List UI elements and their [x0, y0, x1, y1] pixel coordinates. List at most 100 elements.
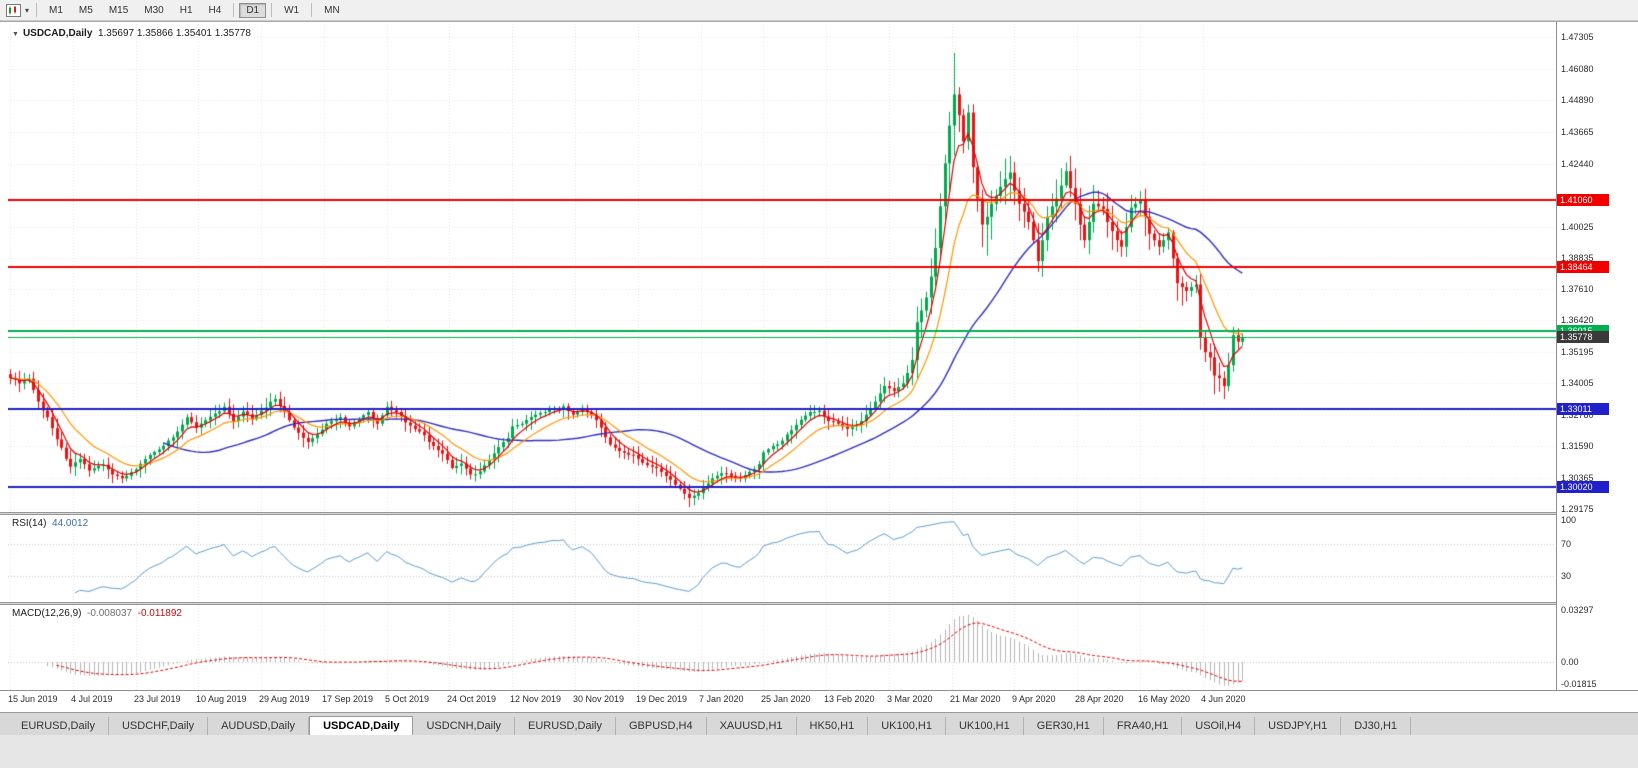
date-axis-label: 13 Feb 2020: [824, 694, 875, 704]
timeframe-toolbar: M1 M5 M15 M30 H1 H4 D1 W1 MN: [41, 2, 348, 18]
date-axis-label: 23 Jul 2019: [134, 694, 181, 704]
price-axis-label: 1.35195: [1561, 347, 1594, 357]
panel-splitter[interactable]: [0, 602, 1638, 605]
timeframe-button-w1[interactable]: W1: [284, 4, 300, 16]
chart-tab-bar: EURUSD,Daily USDCHF,Daily AUDUSD,Daily USDC…: [0, 712, 1638, 735]
rsi-axis-label: 30: [1561, 571, 1572, 581]
date-axis-label: 28 Apr 2020: [1075, 694, 1124, 704]
price-axis-label: 1.47305: [1561, 32, 1594, 42]
price-axis-label: 1.38835: [1561, 253, 1594, 263]
toolbar-separator: [233, 3, 235, 17]
tab-uk100-h1[interactable]: UK100,H1: [868, 717, 946, 735]
macd-label: MACD(12,26,9): [12, 608, 82, 619]
price-axis-label: 1.42440: [1561, 159, 1594, 169]
price-axis-label: 1.37610: [1561, 284, 1594, 294]
price-axis-label: 1.46080: [1561, 64, 1594, 74]
rsi-axis-label: 70: [1561, 539, 1572, 549]
price-line-tag: 1.38464: [1557, 261, 1609, 273]
tab-usdcad-daily[interactable]: USDCAD,Daily: [309, 716, 414, 735]
date-axis-label: 16 May 2020: [1138, 694, 1191, 704]
macd-main-value: -0.008037: [87, 608, 133, 619]
main-chart-canvas[interactable]: [8, 24, 1556, 512]
timeframe-button-m5[interactable]: M5: [78, 4, 93, 16]
price-line-tag: 1.41060: [1557, 194, 1609, 206]
date-axis-label: 25 Jan 2020: [761, 694, 811, 704]
macd-header: MACD(12,26,9) -0.008037 -0.011892: [12, 608, 182, 619]
price-axis[interactable]: [1556, 22, 1638, 690]
status-area: [0, 735, 1638, 768]
tab-audusd-daily[interactable]: AUDUSD,Daily: [208, 717, 310, 735]
tab-eurusd-daily[interactable]: EURUSD,Daily: [8, 717, 109, 735]
timeframe-button-m15[interactable]: M15: [108, 4, 129, 16]
toolbar-separator: [311, 3, 313, 17]
date-axis-label: 29 Aug 2019: [259, 694, 310, 704]
price-axis-label: 1.29175: [1561, 504, 1594, 514]
tab-usdjpy-h1[interactable]: USDJPY,H1: [1255, 717, 1342, 735]
date-axis-label: 30 Nov 2019: [573, 694, 625, 704]
rsi-panel-canvas[interactable]: [8, 515, 1556, 602]
toolbar-separator: [271, 3, 273, 17]
tab-uk100-h1[interactable]: UK100,H1: [945, 717, 1024, 735]
chart-window: ▼ USDCAD,Daily 1.35697 1.35866 1.35401 1.…: [0, 21, 1638, 712]
date-axis-label: 19 Dec 2019: [636, 694, 688, 704]
collapse-arrow-icon[interactable]: ▼: [12, 31, 19, 38]
price-axis-label: 1.30365: [1561, 473, 1594, 483]
timeframe-button-h4[interactable]: H4: [208, 4, 222, 16]
date-axis-label: 10 Aug 2019: [196, 694, 247, 704]
date-axis-label: 9 Apr 2020: [1012, 694, 1056, 704]
macd-axis-label: 0.00: [1561, 657, 1579, 667]
timeframe-button-h1[interactable]: H1: [179, 4, 193, 16]
timeframe-button-m30[interactable]: M30: [144, 4, 164, 16]
date-axis[interactable]: [0, 690, 1638, 712]
panel-splitter[interactable]: [0, 512, 1638, 515]
date-axis-label: 21 Mar 2020: [950, 694, 1001, 704]
tab-gbpusd-h4[interactable]: GBPUSD,H4: [616, 717, 707, 735]
price-axis-label: 1.44890: [1561, 95, 1594, 105]
date-axis-label: 5 Oct 2019: [385, 694, 430, 704]
top-toolbar: ▾ M1 M5 M15 M30 H1 H4 D1 W1 MN: [0, 0, 1638, 21]
date-axis-label: 17 Sep 2019: [322, 694, 374, 704]
ohlc-open: 1.35697: [97, 28, 135, 39]
timeframe-button-m1[interactable]: M1: [49, 4, 63, 16]
ohlc-low: 1.35401: [175, 28, 212, 39]
price-axis-label: 1.34005: [1561, 378, 1594, 388]
macd-signal-value: -0.011892: [137, 608, 182, 619]
tab-ger30-h1[interactable]: GER30,H1: [1023, 717, 1104, 735]
ohlc-high: 1.35866: [136, 28, 174, 39]
toolbar-separator: [36, 3, 37, 17]
tab-xauusd-h1[interactable]: XAUUSD,H1: [706, 717, 797, 735]
rsi-axis-label: 100: [1561, 515, 1577, 525]
rsi-header: RSI(14) 44.0012: [12, 518, 88, 529]
timeframe-button-mn[interactable]: MN: [324, 4, 340, 16]
price-line-tag: 1.33011: [1557, 403, 1609, 415]
date-axis-label: 7 Jan 2020: [699, 694, 744, 704]
tab-hk50-h1[interactable]: HK50,H1: [796, 717, 869, 735]
tab-usdcnh-daily[interactable]: USDCNH,Daily: [413, 717, 516, 735]
chart-dropdown-caret-icon[interactable]: ▾: [24, 5, 29, 15]
candlestick-chart-glyph: [5, 3, 21, 17]
price-line-tag: 1.30020: [1557, 481, 1609, 493]
date-axis-label: 3 Mar 2020: [887, 694, 933, 704]
timeframe-button-d1[interactable]: D1: [239, 2, 267, 18]
chart-title: USDCAD,Daily: [22, 28, 93, 39]
date-axis-label: 24 Oct 2019: [447, 694, 497, 704]
tab-usoil-h4[interactable]: USOil,H4: [1182, 717, 1256, 735]
tab-usdchf-daily[interactable]: USDCHF,Daily: [108, 717, 209, 735]
ohlc-close: 1.35778: [214, 28, 251, 39]
date-axis-label: 15 Jun 2019: [8, 694, 58, 704]
new-chart-icon[interactable]: [4, 2, 22, 18]
chart-ohlc-header: ▼ USDCAD,Daily 1.35697 1.35866 1.35401 1.…: [12, 28, 251, 39]
price-axis-label: 1.36420: [1561, 315, 1594, 325]
price-axis-label: 1.43665: [1561, 127, 1594, 137]
date-axis-label: 4 Jun 2020: [1201, 694, 1246, 704]
price-axis-label: 1.32780: [1561, 410, 1594, 420]
tab-fra40-h1[interactable]: FRA40,H1: [1103, 717, 1183, 735]
macd-panel-canvas[interactable]: [8, 605, 1556, 690]
tab-dj30-h1[interactable]: DJ30,H1: [1341, 717, 1412, 735]
date-axis-label: 12 Nov 2019: [510, 694, 562, 704]
price-line-tag: 1.35778: [1557, 331, 1609, 343]
macd-axis-label: 0.03297: [1561, 605, 1594, 615]
price-axis-label: 1.40025: [1561, 222, 1594, 232]
date-axis-label: 4 Jul 2019: [71, 694, 113, 704]
tab-eurusd-daily[interactable]: EURUSD,Daily: [515, 717, 616, 735]
